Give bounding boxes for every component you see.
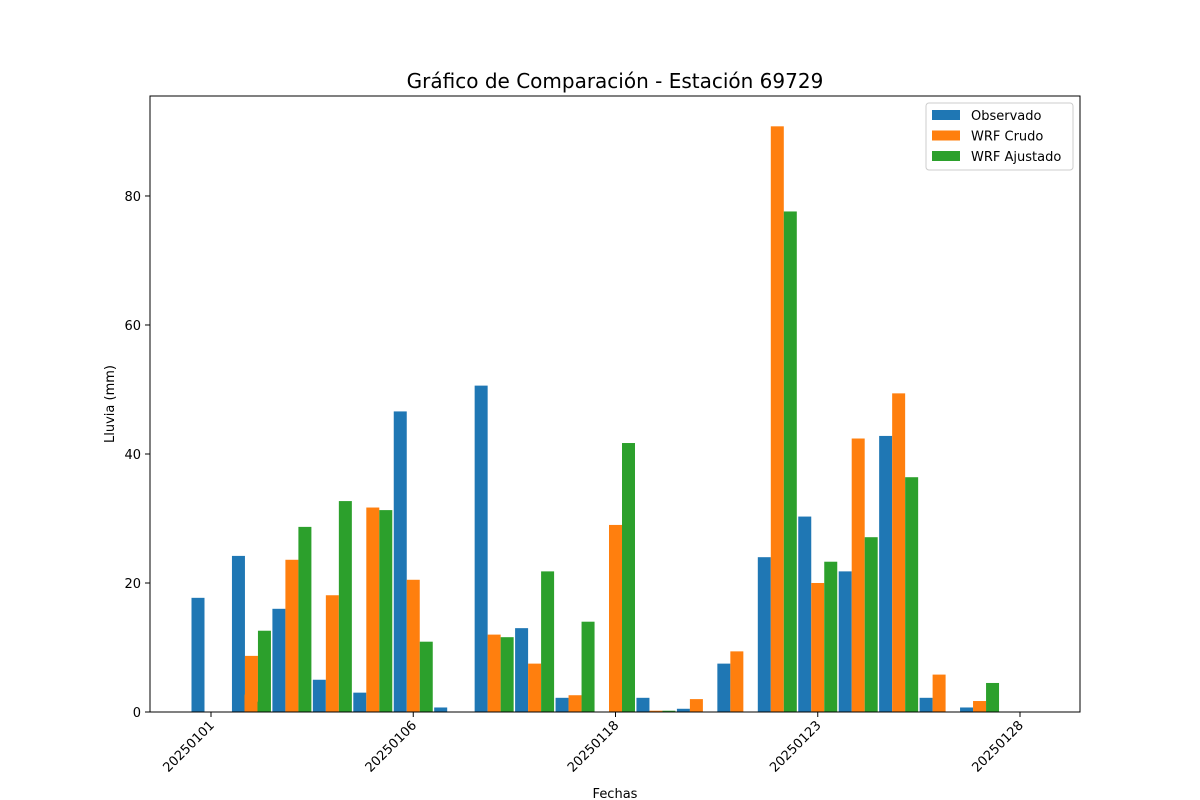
legend: Observado WRF Crudo WRF Ajustado <box>925 102 1074 171</box>
bar-observado-14 <box>757 557 771 712</box>
bar-wrf-crudo-8 <box>528 663 542 712</box>
bar-extra-wrf-ajustado <box>257 701 271 712</box>
bar-wrf-crudo-19 <box>973 701 987 712</box>
bar-observado-13 <box>717 663 731 712</box>
bar-observado-2 <box>272 608 286 712</box>
bar-wrf-ajustado-2 <box>298 526 312 712</box>
legend-label-wrf-ajustado: WRF Ajustado <box>971 150 1061 165</box>
bar-wrf-crudo-14 <box>770 126 784 712</box>
y-tick-label-40: 40 <box>124 448 141 463</box>
legend-label-observado: Observado <box>971 109 1042 124</box>
bar-wrf-ajustado-10 <box>622 443 635 712</box>
bar-wrf-crudo-9 <box>568 695 582 712</box>
bar-wrf-crudo-11 <box>649 710 663 712</box>
bar-wrf-crudo-13 <box>730 651 744 712</box>
bar-observado-7 <box>474 385 488 712</box>
bar-wrf-crudo-3 <box>325 595 339 712</box>
y-tick-label-20: 20 <box>124 577 141 592</box>
bar-wrf-crudo-10 <box>609 524 622 712</box>
bar-wrf-crudo-7 <box>487 634 501 712</box>
bar-wrf-crudo-15 <box>811 582 825 712</box>
bar-wrf-ajustado-19 <box>986 682 1000 712</box>
bar-wrf-ajustado-1 <box>257 630 271 712</box>
x-axis-label: Fechas <box>593 787 638 800</box>
bar-observado-16 <box>838 571 852 712</box>
bar-wrf-ajustado-15 <box>824 561 838 712</box>
bar-observado-17 <box>879 435 893 712</box>
legend-swatch-observado <box>932 110 960 120</box>
bar-wrf-crudo-4 <box>366 507 380 712</box>
bar-observado-1 <box>231 555 245 712</box>
bar-wrf-ajustado-9 <box>581 621 595 712</box>
y-tick-label-0: 0 <box>133 706 141 721</box>
bar-observado-18 <box>919 697 933 712</box>
bar-observado-0 <box>191 597 205 712</box>
bar-wrf-crudo-18 <box>932 674 946 712</box>
bar-wrf-ajustado-8 <box>541 571 555 712</box>
y-tick-label-80: 80 <box>124 190 141 205</box>
bar-observado-11 <box>636 697 650 712</box>
legend-label-wrf-crudo: WRF Crudo <box>971 130 1043 145</box>
bar-wrf-ajustado-7 <box>500 637 514 712</box>
bar-observado-9 <box>555 697 569 712</box>
legend-box <box>925 102 1074 171</box>
bar-wrf-crudo-5 <box>406 579 420 712</box>
bar-wrf-crudo-12 <box>689 699 703 712</box>
bar-observado-19 <box>960 707 974 712</box>
bar-extra-wrf-crudo <box>244 694 258 712</box>
bar-wrf-ajustado-5 <box>419 641 433 712</box>
legend-swatch-wrf-crudo <box>932 130 960 141</box>
bar-observado-4 <box>353 692 367 712</box>
bar-wrf-crudo-16 <box>851 438 865 712</box>
bar-observado-6 <box>434 707 448 712</box>
bars-group <box>191 126 1000 712</box>
bar-observado-15 <box>798 516 812 712</box>
y-axis-label: Lluvia (mm) <box>103 365 118 443</box>
bar-observado-12 <box>676 708 690 712</box>
bar-observado-3 <box>312 679 326 712</box>
bar-wrf-ajustado-16 <box>864 537 878 712</box>
bar-wrf-crudo-17 <box>892 393 906 712</box>
legend-swatch-wrf-ajustado <box>932 151 960 161</box>
y-tick-label-60: 60 <box>124 319 141 334</box>
bar-wrf-ajustado-3 <box>338 501 352 712</box>
bar-wrf-ajustado-4 <box>379 510 393 712</box>
chart-title: Gráfico de Comparación - Estación 69729 <box>407 69 824 93</box>
bar-wrf-ajustado-11 <box>662 710 676 712</box>
bar-wrf-ajustado-14 <box>783 211 797 712</box>
bar-wrf-crudo-2 <box>285 559 299 712</box>
bar-observado-8 <box>515 628 529 712</box>
bar-wrf-ajustado-17 <box>905 477 919 712</box>
bar-observado-5 <box>393 411 407 712</box>
